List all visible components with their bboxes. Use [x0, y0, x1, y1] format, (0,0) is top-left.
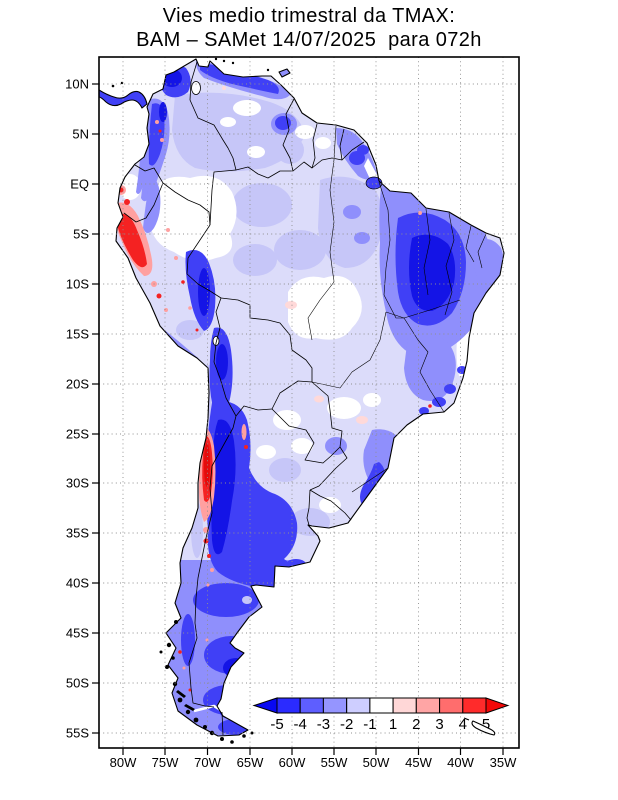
colorbar-segment: [369, 697, 394, 714]
state-borders: [307, 125, 487, 493]
colorbar-segment: [462, 697, 487, 714]
lon-label: 45W: [405, 755, 432, 770]
lat-label: 35S: [66, 526, 89, 541]
lon-label: 75W: [152, 755, 179, 770]
colorbar-label: 4: [459, 716, 467, 733]
colorbar-label: -2: [340, 716, 353, 733]
colorbar-label: 3: [435, 716, 443, 733]
colorbar-right-arrow: [485, 697, 510, 714]
colorbar-segment: [322, 697, 348, 714]
lat-label: EQ: [70, 177, 89, 192]
lat-label: 50S: [66, 676, 89, 691]
country-borders: [123, 61, 365, 736]
colorbar-label: -1: [363, 716, 376, 733]
colorbar-label: -3: [317, 716, 330, 733]
lat-label: 10N: [65, 77, 89, 92]
lon-label: 65W: [237, 755, 264, 770]
colorbar: -5 -4 -3 -2 -1 1 2 3 4 5: [252, 697, 510, 733]
lon-label: 70W: [194, 755, 221, 770]
colorbar-segment: [392, 697, 417, 714]
lat-label: 5S: [73, 227, 89, 242]
lat-label: 30S: [66, 476, 89, 491]
lat-label: 55S: [66, 726, 89, 741]
colorbar-label: -4: [294, 716, 307, 733]
lat-label: 5N: [72, 127, 89, 142]
gridlines: [99, 57, 519, 748]
lat-label: 10S: [66, 277, 89, 292]
lon-axis: 80W 75W 70W 65W 60W 55W 50W 45W 40W 35W: [110, 755, 517, 770]
lat-label: 45S: [66, 626, 89, 641]
colorbar-segment: [346, 697, 371, 714]
lon-label: 40W: [447, 755, 474, 770]
map-frame: [98, 56, 520, 749]
lat-label: 20S: [66, 377, 89, 392]
fjord-islands: [111, 57, 270, 744]
colorbar-segment: [276, 697, 301, 714]
colorbar-segment: [299, 697, 324, 714]
colorbar-label: 5: [482, 716, 490, 733]
colorbar-label: 2: [412, 716, 420, 733]
lat-label: 25S: [66, 427, 89, 442]
lat-label: 15S: [66, 327, 89, 342]
lat-axis: 10N 5N EQ 5S 10S 15S 20S 25S 30S 35S 40S…: [65, 77, 89, 741]
axis-ticks: [92, 83, 504, 755]
colorbar-segment: [415, 697, 440, 714]
small-island: [463, 717, 470, 721]
colorbar-segment: [439, 697, 464, 714]
map-area: -5 -4 -3 -2 -1 1 2 3 4 5: [99, 57, 519, 748]
lon-label: 60W: [279, 755, 306, 770]
lake-maracaibo: [191, 81, 201, 95]
lon-label: 35W: [490, 755, 517, 770]
plot-title-line1: Vies medio trimestral da TMAX:: [162, 5, 456, 27]
colorbar-label: 1: [389, 716, 397, 733]
colorbar-label: -5: [270, 716, 283, 733]
lon-label: 80W: [110, 755, 137, 770]
south-georgia-island: [471, 720, 496, 736]
lat-label: 40S: [66, 576, 89, 591]
plot-title-line2: BAM – SAMet 14/07/2025 para 072h: [136, 29, 482, 51]
lon-label: 50W: [363, 755, 390, 770]
lon-label: 55W: [321, 755, 348, 770]
